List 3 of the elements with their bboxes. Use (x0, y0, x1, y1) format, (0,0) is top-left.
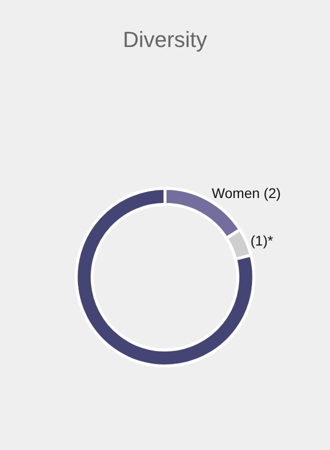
slice-label: (1)* (250, 232, 274, 249)
chart-title: Diversity (122, 26, 208, 52)
slice-label: Women (2) (212, 185, 281, 202)
